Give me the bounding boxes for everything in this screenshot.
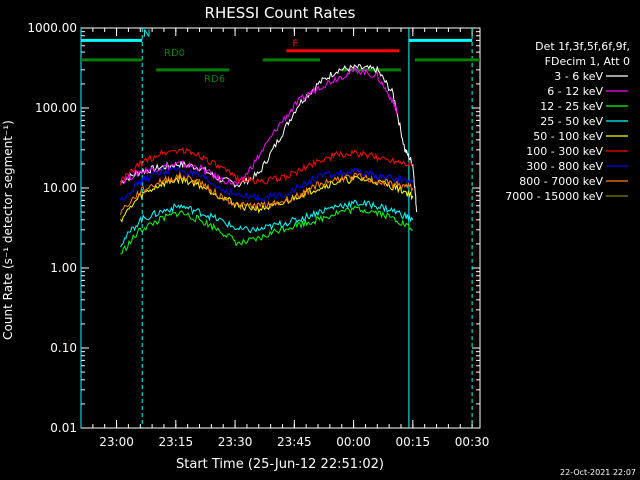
series-line: [120, 205, 413, 255]
annotation-label: RD0: [164, 48, 185, 59]
legend-entry-label: 50 - 100 keV: [533, 130, 603, 143]
y-tick-label: 0.01: [50, 421, 77, 435]
series-line: [120, 170, 414, 215]
legend-entry-label: 25 - 50 keV: [540, 115, 603, 128]
y-tick-label: 100.00: [35, 101, 77, 115]
annotation-label: RD6: [204, 74, 225, 85]
chart-title: RHESSI Count Rates: [205, 4, 356, 22]
legend-entry-label: 800 - 7000 keV: [519, 175, 603, 188]
legend-entry-label: 6 - 12 keV: [547, 85, 603, 98]
plot-area: 0.01 0.10 1.00 10.00 100.00 1000.00 23:00 23:15…: [27, 21, 489, 449]
x-tick-label: 00:30: [455, 435, 490, 449]
x-tick-label: 23:30: [218, 435, 253, 449]
x-axis-label: Start Time (25-Jun-12 22:51:02): [176, 457, 384, 472]
series-line: [120, 63, 418, 213]
legend-entry-label: 7000 - 15000 keV: [505, 190, 603, 203]
y-axis-label: Count Rate (s⁻¹ detector segment⁻¹): [1, 120, 15, 340]
legend-entry-label: 300 - 800 keV: [526, 160, 603, 173]
legend-entry-label: 100 - 300 keV: [526, 145, 603, 158]
y-tick-label: 0.10: [50, 341, 77, 355]
legend-entry-label: 3 - 6 keV: [554, 70, 603, 83]
annotation-label: N: [143, 28, 150, 39]
y-tick-label: 10.00: [43, 181, 77, 195]
legend-header-line: FDecim 1, Att 0: [545, 55, 630, 68]
series-line: [120, 67, 398, 186]
x-tick-label: 23:15: [159, 435, 194, 449]
y-tick-label: 1000.00: [27, 21, 77, 35]
series-line: [120, 174, 414, 223]
legend-header-line: Det 1f,3f,5f,6f,9f,: [535, 40, 630, 53]
legend-entry-label: 12 - 25 keV: [540, 100, 603, 113]
y-tick-label: 1.00: [50, 261, 77, 275]
legend: Det 1f,3f,5f,6f,9f, FDecim 1, Att 0 3 - 6 …: [505, 40, 630, 203]
series-line: [120, 199, 414, 248]
x-tick-label: 23:45: [277, 435, 312, 449]
series-line: [120, 147, 414, 185]
x-tick-label: 00:15: [396, 435, 431, 449]
annotation-label: F: [292, 39, 298, 50]
footer-timestamp: 22-Oct-2021 22:07: [560, 468, 636, 477]
series-line: [120, 165, 414, 202]
x-tick-label: 23:00: [99, 435, 134, 449]
x-tick-label: 00:00: [336, 435, 371, 449]
